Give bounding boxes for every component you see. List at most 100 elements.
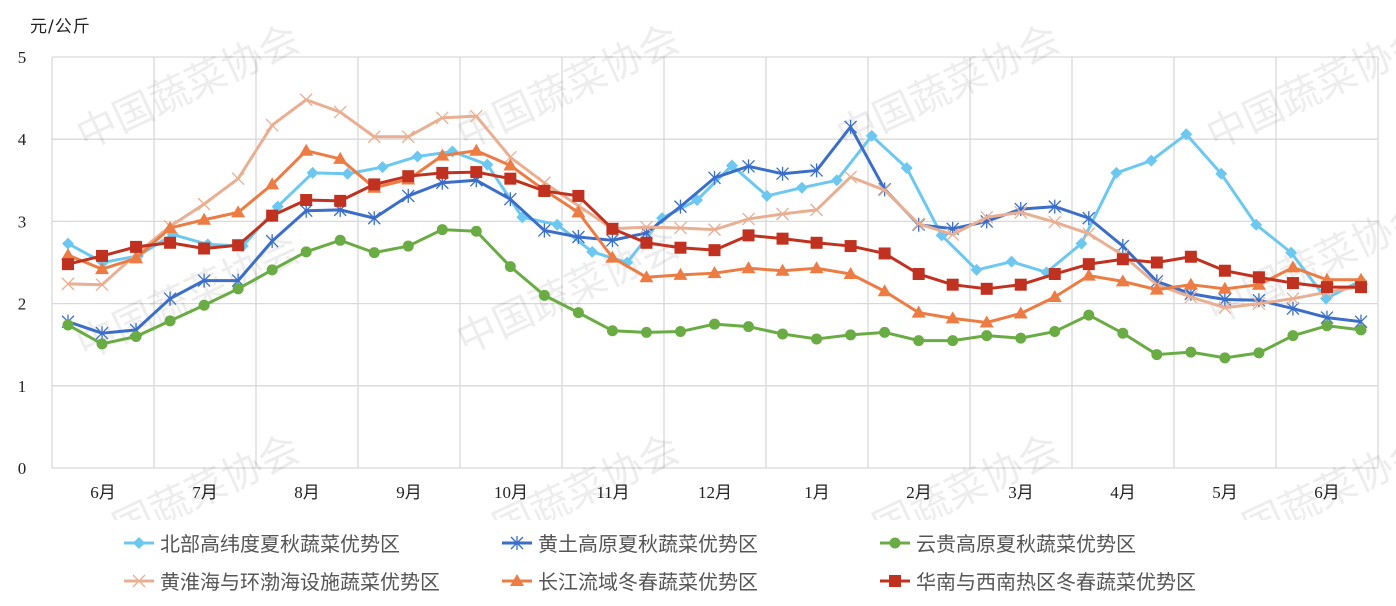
triangle-marker: [809, 261, 824, 274]
series-3: [62, 224, 1367, 364]
x-month-label: 10月: [494, 483, 528, 502]
triangle-marker: [299, 143, 314, 156]
triangle-marker: [61, 248, 75, 261]
series-4: [61, 93, 1368, 315]
x-marker: [1082, 227, 1096, 241]
y-tick-label: 3: [18, 212, 27, 231]
triangle-marker: [435, 148, 450, 161]
circle-marker: [96, 338, 108, 350]
circle-marker: [743, 321, 755, 333]
triangle-marker: [1217, 281, 1232, 294]
diamond-marker: [656, 212, 669, 225]
legend-item: 黄淮海与环渤海设施蔬菜优势区: [122, 566, 440, 595]
circle-marker: [538, 289, 550, 301]
circle-marker: [1321, 320, 1333, 332]
series-layer: [61, 93, 1368, 364]
x-marker: [61, 277, 75, 291]
triangle-marker: [163, 220, 178, 233]
x-month-label: 12月: [698, 483, 732, 502]
circle-marker: [709, 318, 720, 330]
x-month-label: 1月: [804, 483, 830, 502]
square-marker: [334, 194, 347, 207]
square-marker: [232, 239, 245, 252]
asterisk-marker: [367, 211, 381, 226]
circle-marker: [1355, 324, 1367, 336]
circle-marker: [164, 315, 176, 327]
square-marker: [538, 184, 551, 197]
legend-label: 长江流域冬春蔬菜优势区: [538, 570, 758, 594]
square-marker: [198, 242, 211, 255]
x-month-label: 6月: [90, 483, 116, 502]
y-tick-label: 4: [18, 130, 27, 149]
square-marker: [878, 247, 891, 260]
diamond-marker: [341, 167, 354, 180]
diamond-marker: [1075, 237, 1088, 250]
square-marker: [1048, 268, 1061, 281]
x-month-label: 9月: [396, 483, 422, 502]
square-marker: [470, 166, 483, 179]
y-tick-label: 1: [18, 377, 27, 396]
square-marker: [708, 244, 721, 257]
x-marker: [878, 183, 892, 197]
watermark-text: 中国蔬菜协会: [450, 16, 687, 159]
triangle-marker: [265, 177, 280, 190]
circle-marker: [1253, 347, 1265, 359]
circle-marker: [1015, 332, 1027, 344]
asterisk-marker: [708, 170, 721, 185]
asterisk-marker: [510, 535, 524, 550]
x-marker: [776, 207, 790, 221]
triangle-marker: [1081, 268, 1096, 281]
diamond-marker: [481, 158, 494, 171]
diamond-marker: [900, 161, 913, 174]
asterisk-marker: [1048, 199, 1062, 214]
square-legend-icon: [880, 574, 910, 587]
x-marker: [946, 228, 960, 242]
y-tick-label: 5: [18, 48, 27, 67]
triangle-marker: [1183, 277, 1198, 290]
diamond-marker: [1005, 255, 1018, 268]
square-marker: [62, 258, 74, 271]
legend-item: 北部高纬度夏秋蔬菜优势区: [122, 528, 400, 557]
circle-marker: [1151, 349, 1163, 361]
triangle-marker: [877, 284, 892, 297]
diamond-marker: [795, 181, 808, 194]
circle-marker: [845, 329, 857, 341]
asterisk-marker: [1286, 301, 1300, 316]
circle-marker: [674, 326, 686, 338]
triangle-marker: [333, 151, 348, 164]
triangle-marker: [979, 315, 994, 328]
triangle-marker: [503, 158, 518, 171]
asterisk-marker: [503, 192, 517, 207]
legend-item: 云贵高原夏秋蔬菜优势区: [878, 528, 1136, 557]
triangle-marker: [1013, 306, 1028, 319]
triangle-marker: [945, 311, 960, 324]
asterisk-marker: [776, 166, 790, 181]
x-marker: [265, 118, 279, 132]
triangle-marker: [639, 270, 654, 283]
circle-marker: [436, 224, 448, 236]
circle-marker: [811, 333, 823, 345]
asterisk-marker: [742, 159, 755, 174]
diamond-legend-icon: [124, 536, 154, 549]
circle-marker: [981, 330, 993, 342]
asterisk-marker: [571, 230, 585, 245]
triangle-marker: [775, 263, 790, 276]
x-marker: [674, 221, 687, 235]
x-marker: [95, 278, 109, 292]
circle-marker: [1185, 346, 1197, 358]
circle-marker: [947, 335, 959, 347]
watermark-text: 中国蔬菜协会: [830, 16, 1067, 159]
x-marker: [912, 217, 926, 231]
square-marker: [164, 236, 177, 249]
triangle-marker: [510, 573, 524, 586]
asterisk-marker: [844, 119, 858, 134]
y-tick-label: 2: [18, 295, 27, 314]
x-legend-icon: [124, 574, 154, 587]
diamond-marker: [1180, 128, 1193, 141]
diamond-marker: [1215, 167, 1228, 180]
square-marker: [1184, 250, 1197, 263]
diamond-marker: [411, 150, 424, 163]
legend-label: 黄淮海与环渤海设施蔬菜优势区: [160, 570, 440, 594]
square-marker: [1116, 253, 1129, 266]
asterisk-marker: [299, 203, 313, 218]
